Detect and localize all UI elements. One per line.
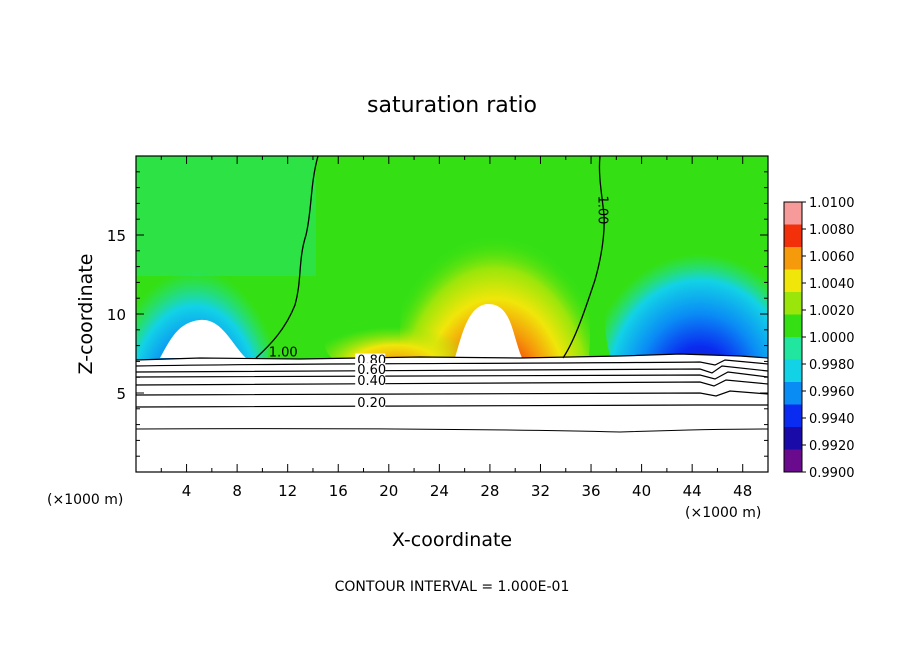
- contour-one-left: [255, 156, 319, 359]
- colorbar-label: 0.9900: [809, 466, 855, 481]
- x-tick-label: 8: [232, 482, 242, 500]
- colorbar-label: 0.9960: [809, 385, 855, 400]
- x-tick-label: 20: [379, 482, 398, 500]
- x-axis-label: X-coordinate: [392, 529, 512, 551]
- x-tick-label: 36: [581, 482, 600, 500]
- colorbar-label: 1.0100: [809, 196, 855, 211]
- contour-label-bg: [355, 363, 386, 377]
- colorbar-swatch: [784, 247, 802, 270]
- colorbar-swatch: [784, 449, 802, 473]
- colorbar-swatch: [784, 404, 802, 428]
- contour-interval-note: CONTOUR INTERVAL = 1.000E-01: [335, 579, 570, 595]
- colorbar-label: 0.9980: [809, 358, 855, 373]
- x-tick-label: 48: [733, 482, 752, 500]
- contour-line-0-60: [136, 371, 768, 380]
- colorbar-swatch: [784, 427, 802, 450]
- contour-label: 0.40: [357, 374, 386, 389]
- contour-label-bg: [355, 374, 386, 388]
- colorbar-label: 0.9940: [809, 412, 855, 427]
- colorbar-label: 1.0080: [809, 223, 855, 238]
- x-axis-ticks: 4 8 12 16 20 24 28 32 36 40 44 48: [160, 156, 752, 500]
- contour-label: 0.20: [357, 396, 386, 411]
- x-tick-label: 44: [683, 482, 702, 500]
- colorbar-swatch: [784, 382, 802, 405]
- y-tick-label: 10: [107, 306, 126, 324]
- contour-line-0-30: [136, 390, 768, 397]
- contour-line-0-70: [136, 365, 768, 374]
- y-tick-label: 15: [107, 227, 126, 245]
- contour-line-0-80: [136, 359, 768, 367]
- colorbar: 0.9900 0.9920 0.9940 0.9960 0.9980 1.0000 1.00…: [783, 196, 855, 481]
- contour-one-right: [562, 156, 605, 359]
- colorbar-swatch: [784, 314, 802, 338]
- contour-label: 1.00: [269, 346, 298, 361]
- contour-surface-line: [136, 353, 768, 361]
- colorbar-swatch: [784, 292, 802, 315]
- x-tick-label: 28: [480, 482, 499, 500]
- x-tick-label: 16: [329, 482, 348, 500]
- contour-line-0-10: [136, 428, 768, 433]
- colorbar-label: 1.0020: [809, 304, 855, 319]
- y-axis-label: Z-coordinate: [75, 254, 97, 375]
- y-tick-label: 5: [116, 385, 126, 403]
- colorbar-label: 1.0040: [809, 277, 855, 292]
- x-unit-right: (×1000 m): [685, 505, 761, 521]
- x-tick-label: 40: [632, 482, 651, 500]
- colorbar-label: 1.0060: [809, 250, 855, 265]
- x-tick-label: 24: [430, 482, 449, 500]
- x-tick-label: 32: [531, 482, 550, 500]
- x-tick-label: 4: [182, 482, 192, 500]
- colorbar-swatch: [784, 359, 802, 383]
- colorbar-label: 0.9920: [809, 439, 855, 454]
- contour-line-0-40: [136, 379, 768, 387]
- y-axis-ticks: 5 10 15: [107, 171, 768, 457]
- colorbar-swatch: [784, 202, 802, 225]
- contour-labels: 1.001.000.800.600.400.20: [269, 196, 610, 412]
- colorbar-swatch: [784, 337, 802, 360]
- blank-region-left: [160, 319, 246, 358]
- x-unit-left: (×1000 m): [47, 492, 123, 508]
- lower-white-region: [136, 354, 768, 472]
- contour-line-0-20: [136, 404, 768, 408]
- contour-label-bg: [355, 396, 386, 410]
- colorbar-label: 1.0000: [809, 331, 855, 346]
- contour-label: 1.00: [595, 196, 610, 225]
- x-tick-label: 12: [278, 482, 297, 500]
- blank-region-center: [455, 304, 522, 358]
- colorbar-swatch: [784, 269, 802, 293]
- chart-title: saturation ratio: [367, 93, 537, 118]
- colorbar-swatch: [784, 224, 802, 248]
- saturation-field: [136, 156, 768, 472]
